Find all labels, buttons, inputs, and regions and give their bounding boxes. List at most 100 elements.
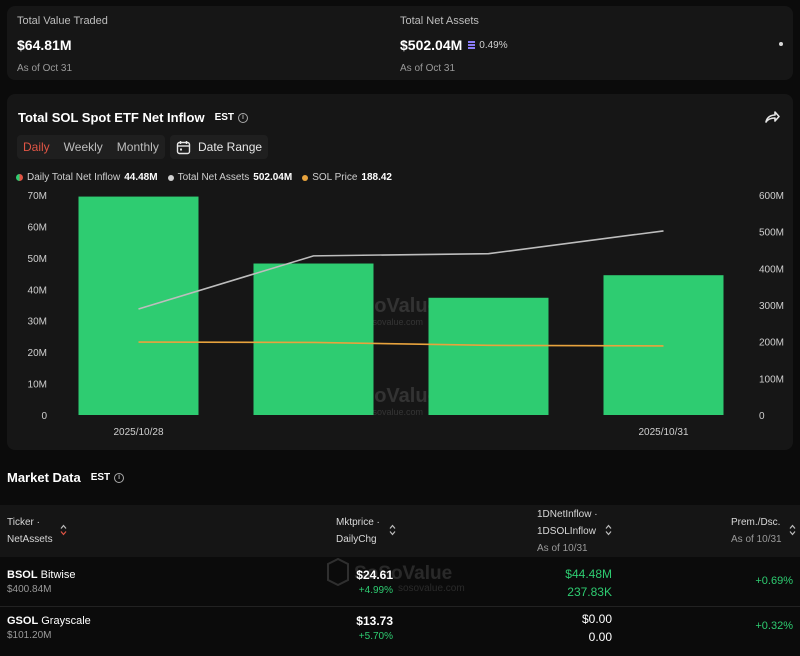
- legend-assets-label: Total Net Assets: [177, 172, 250, 183]
- legend-inflow-swatch: [16, 174, 23, 181]
- tab-daily[interactable]: Daily: [23, 140, 50, 154]
- net-assets-pct: 0.49%: [479, 39, 508, 51]
- legend-price-label: SOL Price: [312, 172, 358, 183]
- header-prem[interactable]: Prem./Dsc. As of 10/31: [731, 514, 782, 548]
- header-mktprice[interactable]: Mktprice · DailyChg: [336, 514, 380, 548]
- row-change: +4.99%: [358, 585, 393, 596]
- legend-net-inflow[interactable]: Daily Total Net Inflow 44.48M: [16, 172, 158, 183]
- header-netassets-row: NetAssets: [7, 531, 53, 548]
- y-right-tick-label: 300M: [759, 301, 784, 312]
- row-divider: [0, 606, 800, 607]
- header-ticker-label: Ticker ·: [7, 517, 40, 528]
- table-row[interactable]: GSOL Grayscale $101.20M $13.73 +5.70% $0…: [0, 607, 800, 655]
- table-watermark-url: sosovalue.com: [398, 583, 465, 594]
- chart-timezone[interactable]: EST i: [214, 112, 249, 123]
- row-price-cell: $13.73 +5.70%: [356, 614, 393, 642]
- row-inflow-cell: $44.48M 237.83K: [565, 565, 612, 601]
- info-icon[interactable]: i: [238, 112, 249, 123]
- info-icon[interactable]: i: [114, 472, 125, 483]
- table-watermark: SoSoValue sosovalue.com: [327, 558, 465, 594]
- header-netinflow[interactable]: 1DNetInflow · 1DSOLInflow As of 10/31: [537, 506, 598, 557]
- header-prem-date: As of 10/31: [731, 534, 782, 545]
- sort-icon[interactable]: [60, 524, 67, 536]
- watermark-url: sosovalue.com: [363, 407, 423, 417]
- row-ticker: BSOL: [7, 569, 38, 581]
- tab-weekly[interactable]: Weekly: [63, 140, 103, 154]
- value-traded-label: Total Value Traded: [17, 15, 108, 27]
- legend-inflow-label: Daily Total Net Inflow: [27, 172, 121, 183]
- total-value-traded: Total Value Traded $64.81M As of Oct 31: [17, 15, 108, 74]
- row-prem: +0.32%: [755, 620, 793, 632]
- row-net-assets: $400.84M: [7, 584, 52, 595]
- row-issuer: Grayscale: [41, 615, 91, 627]
- row-sol-inflow: 237.83K: [567, 585, 612, 599]
- inflow-bar: [428, 297, 549, 415]
- chart-title: Total SOL Spot ETF Net Inflow: [18, 110, 205, 125]
- legend-price-swatch: [302, 174, 309, 181]
- row-change: +5.70%: [358, 631, 393, 642]
- date-range-button[interactable]: Date Range: [170, 135, 269, 159]
- y-right-tick-label: 400M: [759, 264, 784, 275]
- y-right-tick-label: 500M: [759, 228, 784, 239]
- watermark-url: sosovalue.com: [363, 317, 423, 327]
- row-inflow: $0.00: [581, 612, 612, 626]
- tab-monthly[interactable]: Monthly: [116, 140, 159, 154]
- y-left-tick-label: 20M: [28, 348, 47, 359]
- y-left-tick-label: 0: [41, 411, 47, 422]
- row-ticker: GSOL: [7, 615, 39, 627]
- header-netinflow-date: As of 10/31: [537, 543, 588, 554]
- y-left-tick-label: 50M: [28, 254, 47, 265]
- row-ticker-cell: BSOL Bitwise $400.84M: [7, 569, 75, 595]
- legend-assets-value: 502.04M: [253, 172, 293, 183]
- legend-sol-price[interactable]: SOL Price 188.42: [302, 172, 392, 183]
- inflow-bar: [78, 196, 199, 415]
- sort-icon[interactable]: [789, 524, 796, 536]
- y-left-tick-label: 10M: [28, 380, 47, 391]
- market-timezone-label: EST: [90, 472, 111, 483]
- header-prem-label: Prem./Dsc.: [731, 517, 781, 528]
- y-left-tick-label: 60M: [28, 222, 47, 233]
- row-price: $24.61: [356, 568, 393, 582]
- calendar-icon: [176, 140, 191, 154]
- net-inflow-chart: SoSoValuesosovalue.comSoSoValuesosovalue…: [28, 191, 784, 438]
- legend-net-assets[interactable]: Total Net Assets 502.04M: [167, 172, 293, 183]
- net-assets-row: $502.04M 0.49%: [400, 37, 508, 53]
- legend-assets-swatch: [167, 174, 174, 181]
- chart-timezone-label: EST: [214, 112, 235, 123]
- summary-card: Total Value Traded $64.81M As of Oct 31 …: [7, 6, 793, 80]
- row-sol-inflow: 0.00: [588, 630, 612, 644]
- y-right-tick-label: 600M: [759, 191, 784, 202]
- total-net-assets: Total Net Assets $502.04M 0.49% As of Oc…: [400, 15, 508, 74]
- header-dailychg-label: DailyChg: [336, 534, 377, 545]
- sort-icon[interactable]: [389, 524, 396, 536]
- legend-inflow-value: 44.48M: [124, 172, 158, 183]
- y-right-tick-label: 100M: [759, 374, 784, 385]
- sort-icon[interactable]: [605, 524, 612, 536]
- date-range-label: Date Range: [198, 140, 263, 154]
- x-tick-label: 2025/10/31: [638, 427, 688, 438]
- y-left-tick-label: 70M: [28, 191, 47, 202]
- value-traded-date: As of Oct 31: [17, 63, 73, 74]
- net-assets-label: Total Net Assets: [400, 15, 479, 27]
- row-ticker-cell: GSOL Grayscale $101.20M: [7, 615, 91, 641]
- chart-title-row: Total SOL Spot ETF Net Inflow EST i: [18, 110, 249, 125]
- more-dot-icon[interactable]: [779, 42, 783, 46]
- net-assets-amount: $502.04M: [400, 37, 463, 53]
- row-inflow: $44.48M: [565, 567, 612, 581]
- market-timezone[interactable]: EST i: [90, 472, 125, 483]
- header-ticker[interactable]: Ticker · NetAssets: [7, 514, 53, 548]
- market-table-header: Ticker · NetAssets Mktprice · DailyChg 1…: [0, 505, 800, 557]
- y-right-tick-label: 0: [759, 411, 765, 422]
- row-price: $13.73: [356, 614, 393, 628]
- market-data-title: Market Data: [7, 470, 81, 485]
- header-mktprice-label: Mktprice ·: [336, 517, 380, 528]
- table-row[interactable]: BSOL Bitwise $400.84M $24.61 +4.99% $44.…: [0, 560, 800, 608]
- y-left-tick-label: 30M: [28, 317, 47, 328]
- sol-price-line: [138, 341, 664, 347]
- sol-icon: [468, 41, 476, 49]
- header-solinflow-label: 1DSOLInflow: [537, 526, 596, 537]
- row-price-cell: $24.61 +4.99%: [356, 568, 393, 596]
- share-icon[interactable]: [763, 108, 781, 126]
- legend-price-value: 188.42: [361, 172, 392, 183]
- net-assets-change: 0.49%: [468, 39, 508, 51]
